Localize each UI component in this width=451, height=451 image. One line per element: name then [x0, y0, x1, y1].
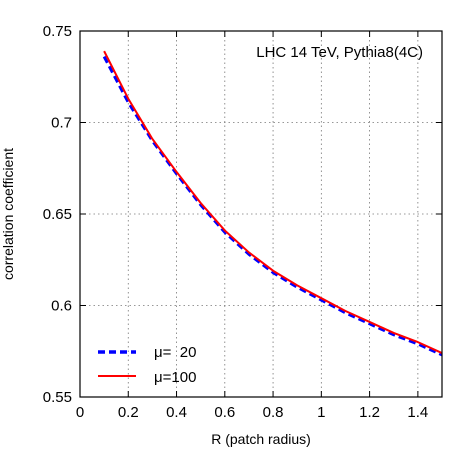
y-axis-title: correlation coefficient: [0, 148, 16, 280]
x-tick-label: 1: [317, 404, 325, 421]
x-axis-title: R (patch radius): [211, 431, 311, 447]
x-tick-label: 0: [76, 404, 84, 421]
y-tick-label: 0.7: [51, 115, 72, 132]
series-line-0: [102, 55, 443, 357]
y-tick-label: 0.65: [43, 206, 72, 223]
x-tick-label: 0.8: [263, 404, 284, 421]
x-tick-label: 0.4: [166, 404, 187, 421]
grid: [80, 31, 442, 397]
legend: μ= 20 μ=100: [98, 344, 196, 386]
series-lines: [102, 50, 443, 357]
axis-ticks: [79, 30, 442, 398]
y-tick-label: 0.55: [43, 389, 72, 406]
y-tick-label: 0.75: [43, 23, 72, 40]
x-tick-label: 1.4: [407, 404, 428, 421]
x-tick-label: 0.2: [118, 404, 139, 421]
legend-label-mu100: μ=100: [154, 369, 196, 386]
legend-label-mu20: μ= 20: [154, 344, 196, 361]
series-line-1: [103, 50, 443, 354]
chart-annotation: LHC 14 TeV, Pythia8(4C): [256, 44, 423, 61]
tick-labels: 0 0.2 0.4 0.6 0.8 1 1.2 1.4 0.55 0.6 0.65 0.7 0.75: [43, 23, 428, 421]
x-tick-label: 1.2: [359, 404, 380, 421]
y-tick-label: 0.6: [51, 298, 72, 315]
x-tick-label: 0.6: [214, 404, 235, 421]
